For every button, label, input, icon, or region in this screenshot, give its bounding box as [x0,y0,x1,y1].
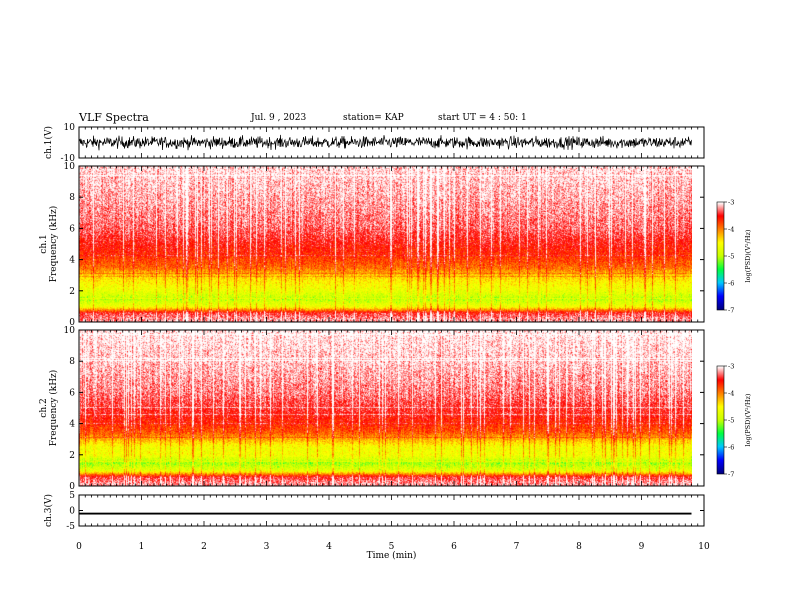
y-tick-label: 10 [64,326,76,336]
ch1-colorbar-label: log(PSD)(V²/Hz) [744,229,752,282]
y-tick-label: 8 [69,357,75,367]
x-tick-label: 7 [514,542,520,552]
start-time-label: start UT = 4 : 50: 1 [438,113,527,123]
x-tick-label: 1 [139,542,145,552]
y-tick-label: 0 [69,507,75,517]
y-tick-label: 8 [69,193,75,203]
ch2-colorbar-label: log(PSD)(V²/Hz) [744,393,752,446]
ch3-ylabel: ch.3(V) [43,494,54,527]
ch2-spectrogram-image [79,330,692,486]
colorbar-tick-label: -4 [728,390,734,398]
ch1-ylabel: ch.1(V) [43,126,54,159]
y-tick-label: 10 [64,162,76,172]
y-tick-label: 2 [69,451,75,461]
ch3-waveform-band [79,512,692,515]
x-tick-label: 8 [576,542,582,552]
y-tick-label: -5 [66,522,75,532]
y-tick-label: 0 [69,318,75,328]
figure-title: VLF Spectra [79,111,149,124]
y-tick-label: 4 [69,420,75,430]
colorbar-tick-label: -7 [728,307,734,315]
x-tick-label: 10 [698,542,710,552]
date-label: Jul. 9 , 2023 [251,113,307,123]
colorbar-tick-label: -3 [728,363,734,371]
colorbar-tick-label: -6 [728,280,734,288]
colorbar-tick-label: -7 [728,471,734,479]
y-tick-label: -10 [61,154,76,164]
ch2-colorbar [717,366,724,474]
y-tick-label: 0 [69,482,75,492]
x-tick-label: 4 [326,542,332,552]
x-tick-label: 3 [264,542,270,552]
colorbar-tick-label: -5 [728,417,734,425]
x-tick-label: 0 [76,542,82,552]
x-tick-label: 6 [451,542,457,552]
x-tick-label: 2 [201,542,207,552]
ch1-ylabel-frequency: Frequency (kHz) [48,206,59,283]
ch2-ylabel-frequency: Frequency (kHz) [48,370,59,447]
x-tick-label: 9 [639,542,645,552]
y-tick-label: 10 [64,123,76,133]
colorbar-tick-label: -3 [728,199,734,207]
ch2-ylabel: ch.2 [39,398,49,417]
colorbar-tick-label: -6 [728,444,734,452]
colorbar-tick-label: -4 [728,226,734,234]
y-tick-label: 5 [69,491,75,501]
ch1-waveform-line [78,134,692,151]
station-label: station= KAP [343,113,404,123]
x-tick-label: 5 [389,542,395,552]
y-tick-label: 4 [69,256,75,266]
x-axis-label: Time (min) [367,550,417,561]
ch1-spectrogram-image [79,166,692,322]
ch1-ylabel: ch.1 [39,234,49,253]
y-tick-label: 6 [69,388,75,398]
colorbar-tick-label: -5 [728,253,734,261]
ch1-colorbar [717,202,724,310]
y-tick-label: 2 [69,287,75,297]
y-tick-label: 6 [69,224,75,234]
